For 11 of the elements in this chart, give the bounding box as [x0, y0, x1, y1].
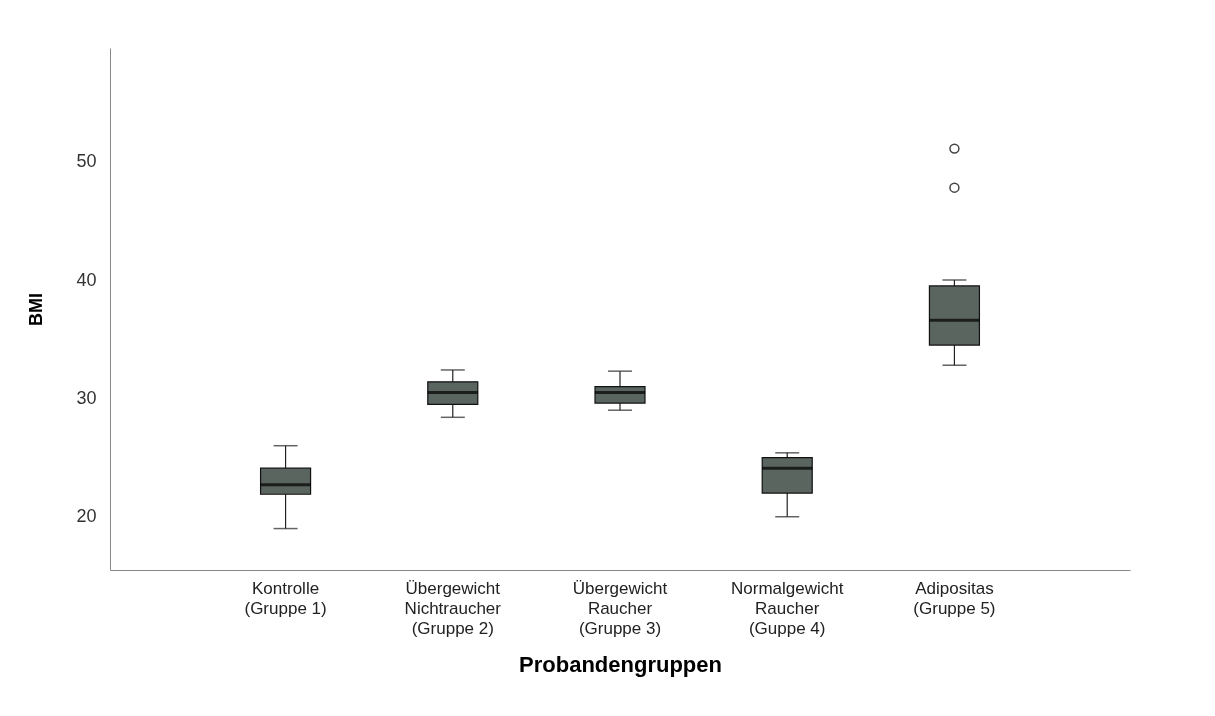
- y-tick-label: 20: [76, 506, 97, 527]
- x-axis-title: Probandengruppen: [519, 651, 722, 677]
- y-axis-title: BMI: [26, 293, 47, 326]
- y-tick-label: 40: [76, 269, 97, 290]
- x-tick-label: Kontrolle (Gruppe 1): [244, 578, 327, 618]
- y-tick-label: 50: [76, 151, 97, 172]
- x-tick-label: Normalgewicht Raucher (Guppe 4): [730, 578, 844, 638]
- x-tick-label: Übergewicht Nichtraucher (Gruppe 2): [404, 578, 502, 638]
- x-tick-label: Übergewicht Raucher (Gruppe 3): [572, 578, 668, 638]
- y-tick-label: 30: [76, 387, 97, 408]
- x-tick-label: Adipositas (Gruppe 5): [913, 578, 996, 618]
